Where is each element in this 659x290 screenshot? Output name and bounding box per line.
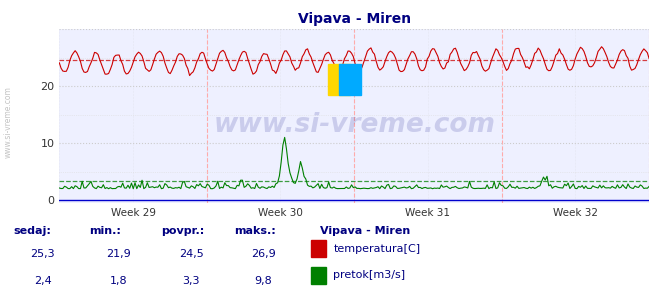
Bar — [311, 240, 326, 257]
Bar — [311, 267, 326, 284]
Bar — [328, 64, 350, 95]
Text: sedaj:: sedaj: — [13, 226, 51, 236]
Text: povpr.:: povpr.: — [161, 226, 205, 236]
Text: 25,3: 25,3 — [30, 249, 55, 259]
Text: 3,3: 3,3 — [183, 276, 200, 286]
Text: temperatura[C]: temperatura[C] — [333, 244, 420, 253]
Bar — [339, 64, 361, 95]
Text: Vipava - Miren: Vipava - Miren — [320, 226, 410, 236]
Text: www.si-vreme.com: www.si-vreme.com — [214, 112, 495, 138]
Text: maks.:: maks.: — [234, 226, 275, 236]
Text: 26,9: 26,9 — [251, 249, 276, 259]
Text: 21,9: 21,9 — [106, 249, 131, 259]
Text: 9,8: 9,8 — [255, 276, 272, 286]
Text: 1,8: 1,8 — [110, 276, 127, 286]
Text: min.:: min.: — [89, 226, 121, 236]
Text: pretok[m3/s]: pretok[m3/s] — [333, 270, 405, 280]
Text: www.si-vreme.com: www.si-vreme.com — [3, 86, 13, 158]
Text: 2,4: 2,4 — [34, 276, 51, 286]
Title: Vipava - Miren: Vipava - Miren — [298, 12, 411, 26]
Text: 24,5: 24,5 — [179, 249, 204, 259]
